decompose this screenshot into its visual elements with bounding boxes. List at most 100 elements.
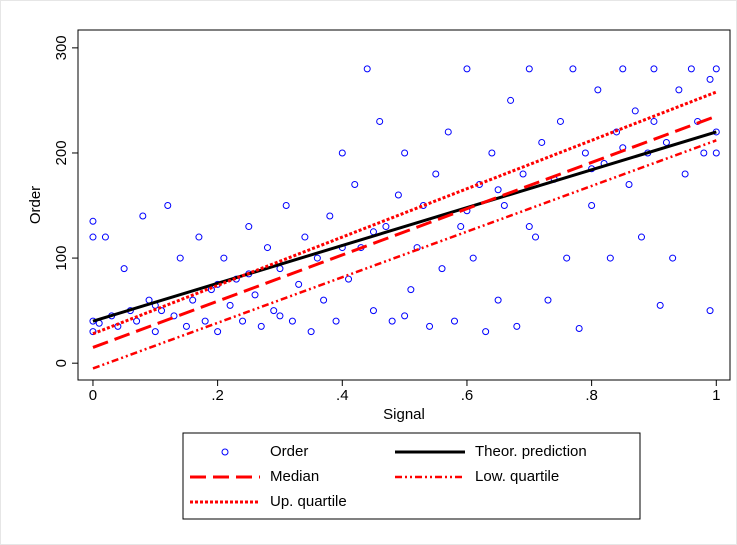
point: [544, 296, 552, 304]
point: [407, 286, 415, 294]
point: [401, 312, 409, 320]
x-tick-label: .8: [585, 387, 598, 404]
point: [525, 65, 533, 73]
x-tick-label: 0: [89, 387, 97, 404]
point: [251, 291, 259, 299]
x-axis-title: Signal: [383, 406, 425, 423]
point: [401, 149, 409, 157]
point: [214, 328, 222, 336]
point: [170, 312, 178, 320]
point: [463, 65, 471, 73]
point: [575, 324, 583, 332]
point: [189, 296, 197, 304]
point: [581, 149, 589, 157]
y-tick-label: 200: [53, 140, 70, 165]
point: [488, 149, 496, 157]
point: [151, 328, 159, 336]
point: [239, 317, 247, 325]
point: [276, 312, 284, 320]
point: [220, 254, 228, 262]
point: [662, 138, 670, 146]
legend-symbol: [221, 448, 229, 456]
point: [120, 265, 128, 273]
point: [101, 233, 109, 241]
point: [89, 233, 97, 241]
point: [650, 117, 658, 125]
legend-label: Order: [270, 443, 308, 460]
point: [500, 202, 508, 210]
point: [637, 233, 645, 241]
point: [195, 233, 203, 241]
point: [313, 254, 321, 262]
point: [245, 223, 253, 231]
point: [606, 254, 614, 262]
point: [263, 244, 271, 252]
point: [295, 280, 303, 288]
point: [712, 149, 720, 157]
point: [669, 254, 677, 262]
point: [656, 301, 664, 309]
point: [700, 149, 708, 157]
y-tick-label: 100: [53, 246, 70, 271]
point: [675, 86, 683, 94]
point: [332, 317, 340, 325]
x-tick-label: .4: [336, 387, 349, 404]
point: [338, 149, 346, 157]
point: [426, 322, 434, 330]
point: [494, 296, 502, 304]
point: [588, 202, 596, 210]
point: [569, 65, 577, 73]
point: [706, 75, 714, 83]
point: [438, 265, 446, 273]
point: [532, 233, 540, 241]
point: [158, 307, 166, 315]
point: [469, 254, 477, 262]
trend-line: [92, 90, 717, 336]
point: [320, 296, 328, 304]
point: [351, 181, 359, 189]
point: [650, 65, 658, 73]
legend-label: Theor. prediction: [475, 443, 587, 460]
trend-line: [92, 114, 717, 349]
y-tick-label: 0: [53, 359, 70, 367]
point: [507, 96, 515, 104]
point: [482, 328, 490, 336]
point: [619, 65, 627, 73]
point: [382, 223, 390, 231]
point: [288, 317, 296, 325]
point: [613, 128, 621, 136]
point: [538, 138, 546, 146]
point: [326, 212, 334, 220]
legend-label: Up. quartile: [270, 493, 347, 510]
point: [631, 107, 639, 115]
x-tick-label: .2: [211, 387, 224, 404]
point: [513, 322, 521, 330]
point: [525, 223, 533, 231]
point: [706, 307, 714, 315]
point: [307, 328, 315, 336]
point: [176, 254, 184, 262]
y-tick-label: 300: [53, 35, 70, 60]
point: [494, 186, 502, 194]
point: [563, 254, 571, 262]
point: [457, 223, 465, 231]
point: [369, 307, 377, 315]
trend-line: [92, 139, 717, 370]
plot-frame: [77, 29, 731, 381]
point: [363, 65, 371, 73]
point: [282, 202, 290, 210]
point: [432, 170, 440, 178]
point: [394, 191, 402, 199]
point: [164, 202, 172, 210]
x-tick-label: 1: [712, 387, 720, 404]
x-tick-label: .6: [461, 387, 474, 404]
point: [89, 217, 97, 225]
point: [257, 322, 265, 330]
legend-label: Low. quartile: [475, 468, 559, 485]
point: [712, 65, 720, 73]
point: [376, 117, 384, 125]
point: [226, 301, 234, 309]
point: [301, 233, 309, 241]
trend-line: [92, 130, 717, 323]
